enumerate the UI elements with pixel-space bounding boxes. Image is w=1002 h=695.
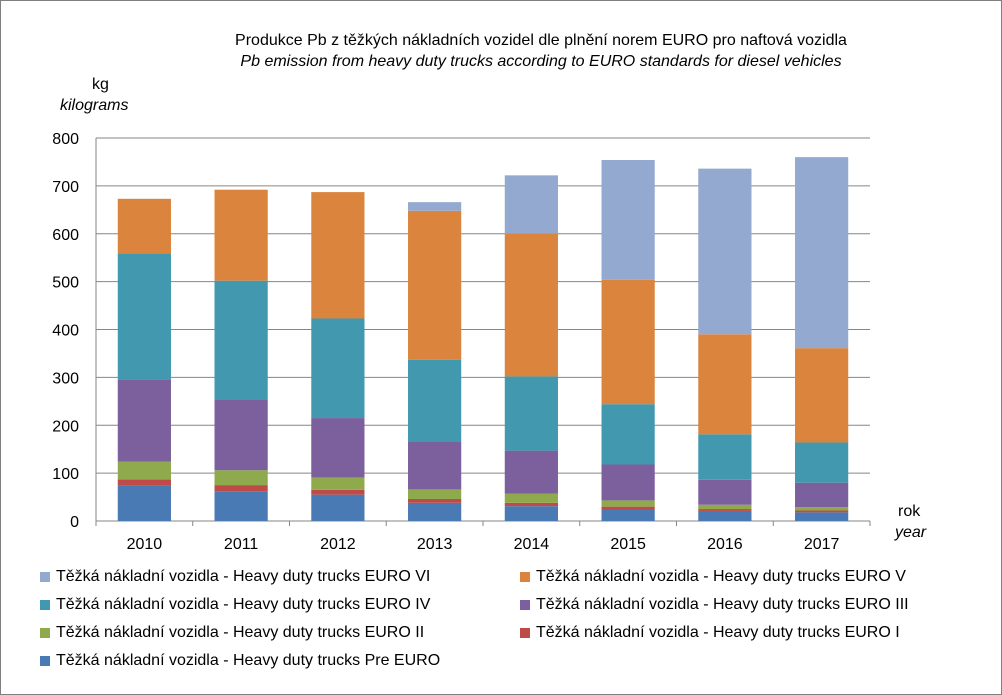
bar-segment — [408, 202, 462, 211]
bar-segment — [601, 279, 655, 405]
bar-segment — [408, 502, 462, 521]
bar-segment — [311, 418, 365, 478]
bar-segment — [214, 189, 268, 281]
bar-segment — [504, 175, 558, 234]
x-tick-label: 2014 — [514, 536, 550, 553]
legend-label: Těžká nákladní vozidla - Heavy duty truc… — [536, 596, 909, 613]
legend-swatch — [520, 572, 530, 582]
bar-segment — [795, 348, 849, 443]
bar-segment — [698, 510, 752, 521]
bar-segment — [504, 506, 558, 521]
y-tick-label: 800 — [52, 131, 79, 148]
legend-item: Těžká nákladní vozidla - Heavy duty truc… — [520, 596, 909, 614]
legend-item: Těžká nákladní vozidla - Heavy duty truc… — [40, 568, 430, 586]
bar-segment — [795, 442, 849, 483]
bar-segment — [795, 507, 849, 511]
bar-segment — [214, 491, 268, 521]
bar-segment — [311, 318, 365, 419]
legend-label: Těžká nákladní vozidla - Heavy duty truc… — [56, 596, 431, 613]
x-tick-label: 2013 — [417, 536, 453, 553]
y-tick-label: 200 — [52, 418, 79, 435]
bar-segment — [601, 506, 655, 510]
x-tick-label: 2011 — [224, 536, 259, 553]
y-tick-label: 100 — [52, 466, 79, 483]
bar-segment — [601, 500, 655, 507]
y-tick-label: 0 — [70, 514, 79, 531]
x-tick-label: 2017 — [804, 536, 840, 553]
y-axis-unit: kg — [92, 76, 109, 93]
chart-subtitle: Pb emission from heavy duty trucks accor… — [240, 53, 842, 70]
legend-item: Těžká nákladní vozidla - Heavy duty truc… — [40, 596, 430, 614]
bar-segment — [698, 334, 752, 435]
bar-segment — [795, 482, 849, 508]
x-tick-label: 2016 — [707, 536, 743, 553]
y-tick-label: 600 — [52, 227, 79, 244]
bar-segment — [408, 442, 462, 490]
bar-segment — [117, 461, 171, 480]
bar-segment — [795, 510, 849, 513]
bar-segment — [408, 489, 462, 499]
legend-item: Těžká nákladní vozidla - Heavy duty truc… — [40, 624, 424, 642]
chart-title: Produkce Pb z těžkých nákladních vozidel… — [235, 32, 847, 49]
bar-segment — [408, 359, 462, 443]
bar-segment — [408, 210, 462, 360]
bar-segment — [214, 399, 268, 471]
bar-segment — [117, 253, 171, 380]
legend-label: Těžká nákladní vozidla - Heavy duty truc… — [56, 568, 431, 585]
legend-swatch — [40, 656, 50, 666]
bar-segment — [698, 479, 752, 505]
legend-label: Těžká nákladní vozidla - Heavy duty truc… — [536, 624, 900, 641]
bar-segment — [311, 192, 365, 319]
bar-segment — [795, 512, 849, 521]
bar-segment — [214, 485, 268, 492]
bar-segment — [117, 379, 171, 462]
bar-segment — [601, 509, 655, 521]
legend-swatch — [40, 572, 50, 582]
bar-segment — [408, 498, 462, 503]
bar-segment — [504, 502, 558, 507]
bar-segment — [795, 157, 849, 349]
bar-segment — [601, 160, 655, 280]
legend-label: Těžká nákladní vozidla - Heavy duty truc… — [56, 624, 425, 641]
bar-segment — [311, 477, 365, 490]
bar-segment — [601, 464, 655, 501]
bar-segment — [311, 489, 365, 495]
x-tick-label: 2010 — [127, 536, 163, 553]
legend-item: Těžká nákladní vozidla - Heavy duty truc… — [520, 568, 906, 586]
bar-segment — [601, 404, 655, 465]
bar-segment — [698, 434, 752, 480]
legend-swatch — [520, 600, 530, 610]
bar-segment — [117, 485, 171, 521]
bar-segment — [504, 233, 558, 377]
legend-swatch — [520, 628, 530, 638]
y-tick-label: 500 — [52, 275, 79, 292]
bar-segment — [117, 479, 171, 486]
legend-label: Těžká nákladní vozidla - Heavy duty truc… — [56, 652, 441, 669]
y-tick-label: 400 — [52, 323, 79, 340]
legend-label: Těžká nákladní vozidla - Heavy duty truc… — [536, 568, 906, 585]
x-axis-unit-en: year — [895, 524, 927, 541]
legend-swatch — [40, 600, 50, 610]
legend-item: Těžká nákladní vozidla - Heavy duty truc… — [520, 624, 900, 642]
y-tick-label: 300 — [52, 370, 79, 387]
bar-segment — [504, 450, 558, 494]
x-tick-label: 2015 — [610, 536, 646, 553]
y-tick-label: 700 — [52, 179, 79, 196]
bar-segment — [214, 470, 268, 486]
bar-segment — [504, 493, 558, 503]
legend-swatch — [40, 628, 50, 638]
bar-segment — [117, 198, 171, 254]
y-axis-unit-en: kilograms — [60, 97, 129, 114]
x-axis-unit: rok — [898, 503, 921, 520]
bar-segment — [214, 280, 268, 400]
bar-segment — [698, 504, 752, 510]
bar-segment — [698, 509, 752, 511]
x-tick-label: 2012 — [320, 536, 356, 553]
bar-segment — [698, 168, 752, 335]
bar-segment — [504, 376, 558, 451]
bar-segment — [311, 494, 365, 521]
legend-item: Těžká nákladní vozidla - Heavy duty truc… — [40, 652, 440, 670]
